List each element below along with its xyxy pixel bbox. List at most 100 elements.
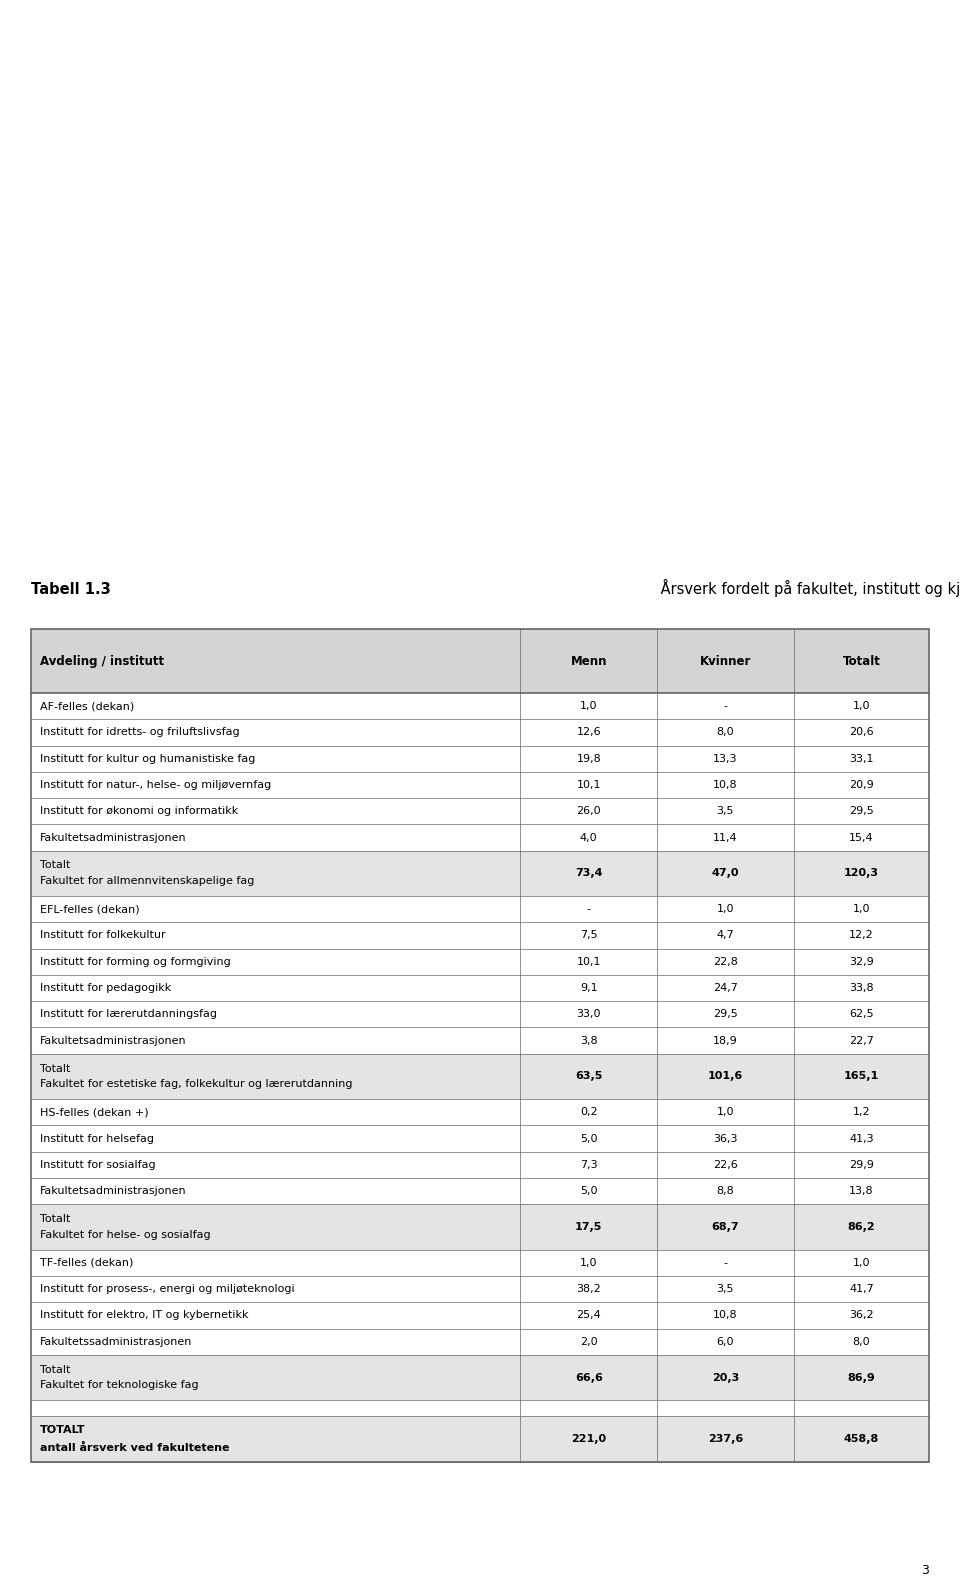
Text: 0,2: 0,2 bbox=[580, 1107, 597, 1117]
Text: 20,6: 20,6 bbox=[850, 728, 874, 738]
Bar bbox=[794, 1303, 929, 1329]
Text: antall årsverk ved fakultetene: antall årsverk ved fakultetene bbox=[40, 1443, 229, 1453]
Text: Institutt for økonomi og informatikk: Institutt for økonomi og informatikk bbox=[40, 806, 239, 816]
Bar bbox=[31, 1126, 520, 1152]
Text: 1,0: 1,0 bbox=[852, 701, 870, 710]
Bar bbox=[657, 1002, 794, 1027]
Text: 12,6: 12,6 bbox=[576, 728, 601, 738]
Bar bbox=[794, 1416, 929, 1462]
Bar bbox=[657, 746, 794, 771]
Text: Totalt: Totalt bbox=[40, 1064, 71, 1074]
Bar bbox=[520, 1027, 657, 1055]
Text: 6,0: 6,0 bbox=[716, 1337, 734, 1346]
Text: 17,5: 17,5 bbox=[575, 1222, 603, 1231]
Bar bbox=[794, 798, 929, 824]
Text: 1,0: 1,0 bbox=[580, 1258, 597, 1268]
Text: Fakultet for helse- og sosialfag: Fakultet for helse- og sosialfag bbox=[40, 1230, 211, 1239]
Text: 86,2: 86,2 bbox=[848, 1222, 876, 1231]
Bar bbox=[520, 949, 657, 975]
Text: 68,7: 68,7 bbox=[711, 1222, 739, 1231]
Text: 33,8: 33,8 bbox=[850, 983, 874, 992]
Text: 9,1: 9,1 bbox=[580, 983, 597, 992]
Text: 1,0: 1,0 bbox=[716, 905, 734, 914]
Bar bbox=[31, 629, 520, 693]
Bar bbox=[794, 949, 929, 975]
Bar bbox=[657, 720, 794, 746]
Bar bbox=[657, 895, 794, 922]
Bar bbox=[31, 1179, 520, 1204]
Bar bbox=[794, 1276, 929, 1303]
Bar bbox=[794, 1027, 929, 1055]
Bar bbox=[31, 1055, 520, 1099]
Bar bbox=[520, 629, 657, 693]
Text: Institutt for folkekultur: Institutt for folkekultur bbox=[40, 930, 166, 940]
Text: 12,2: 12,2 bbox=[849, 930, 874, 940]
Text: 1,2: 1,2 bbox=[852, 1107, 871, 1117]
Text: 36,2: 36,2 bbox=[850, 1311, 874, 1321]
Bar bbox=[657, 1276, 794, 1303]
Bar bbox=[657, 1400, 794, 1416]
Text: 33,1: 33,1 bbox=[850, 753, 874, 763]
Text: Institutt for idretts- og friluftslivsfag: Institutt for idretts- og friluftslivsfa… bbox=[40, 728, 240, 738]
Bar bbox=[794, 1251, 929, 1276]
Bar bbox=[520, 851, 657, 895]
Text: 86,9: 86,9 bbox=[848, 1373, 876, 1383]
Text: 1,0: 1,0 bbox=[716, 1107, 734, 1117]
Text: 22,8: 22,8 bbox=[713, 957, 737, 967]
Bar bbox=[657, 1416, 794, 1462]
Text: 1,0: 1,0 bbox=[580, 701, 597, 710]
Text: 221,0: 221,0 bbox=[571, 1434, 607, 1443]
Text: Institutt for pedagogikk: Institutt for pedagogikk bbox=[40, 983, 172, 992]
Bar bbox=[657, 1055, 794, 1099]
Text: 66,6: 66,6 bbox=[575, 1373, 603, 1383]
Bar bbox=[657, 1356, 794, 1400]
Bar bbox=[794, 1204, 929, 1251]
Bar bbox=[520, 1356, 657, 1400]
Bar bbox=[657, 771, 794, 798]
Text: 38,2: 38,2 bbox=[576, 1284, 601, 1294]
Bar bbox=[794, 629, 929, 693]
Bar bbox=[657, 1099, 794, 1126]
Text: 73,4: 73,4 bbox=[575, 868, 603, 878]
Bar bbox=[520, 895, 657, 922]
Bar bbox=[657, 1126, 794, 1152]
Bar bbox=[31, 1099, 520, 1126]
Bar bbox=[520, 1400, 657, 1416]
Bar bbox=[520, 975, 657, 1002]
Bar bbox=[31, 1356, 520, 1400]
Bar bbox=[657, 975, 794, 1002]
Bar bbox=[31, 1204, 520, 1251]
Bar bbox=[794, 895, 929, 922]
Bar bbox=[657, 922, 794, 949]
Bar bbox=[520, 771, 657, 798]
Bar bbox=[657, 949, 794, 975]
Text: 3,5: 3,5 bbox=[716, 806, 734, 816]
Bar bbox=[520, 1099, 657, 1126]
Text: Årsverk fordelt på fakultet, institutt og kjønn: Årsverk fordelt på fakultet, institutt o… bbox=[656, 580, 960, 597]
Text: 29,5: 29,5 bbox=[849, 806, 874, 816]
Text: 20,9: 20,9 bbox=[849, 781, 874, 790]
Text: HS-felles (dekan +): HS-felles (dekan +) bbox=[40, 1107, 149, 1117]
Bar bbox=[657, 1329, 794, 1356]
Text: Fakultet for estetiske fag, folkekultur og lærerutdanning: Fakultet for estetiske fag, folkekultur … bbox=[40, 1080, 353, 1090]
Bar bbox=[520, 1416, 657, 1462]
Text: Fakultetssadministrasjonen: Fakultetssadministrasjonen bbox=[40, 1337, 193, 1346]
Bar bbox=[520, 922, 657, 949]
Bar bbox=[794, 1152, 929, 1179]
Text: -: - bbox=[723, 701, 728, 710]
Text: Institutt for natur-, helse- og miljøvernfag: Institutt for natur-, helse- og miljøver… bbox=[40, 781, 272, 790]
Bar bbox=[520, 1329, 657, 1356]
Bar bbox=[657, 1152, 794, 1179]
Bar bbox=[794, 771, 929, 798]
Bar bbox=[794, 851, 929, 895]
Text: 22,7: 22,7 bbox=[849, 1035, 874, 1045]
Text: TF-felles (dekan): TF-felles (dekan) bbox=[40, 1258, 133, 1268]
Text: Institutt for forming og formgiving: Institutt for forming og formgiving bbox=[40, 957, 231, 967]
Text: 458,8: 458,8 bbox=[844, 1434, 879, 1443]
Bar bbox=[794, 1356, 929, 1400]
Text: 11,4: 11,4 bbox=[713, 833, 737, 843]
Text: 7,5: 7,5 bbox=[580, 930, 597, 940]
Text: 32,9: 32,9 bbox=[849, 957, 874, 967]
Text: 26,0: 26,0 bbox=[576, 806, 601, 816]
Text: 7,3: 7,3 bbox=[580, 1160, 597, 1169]
